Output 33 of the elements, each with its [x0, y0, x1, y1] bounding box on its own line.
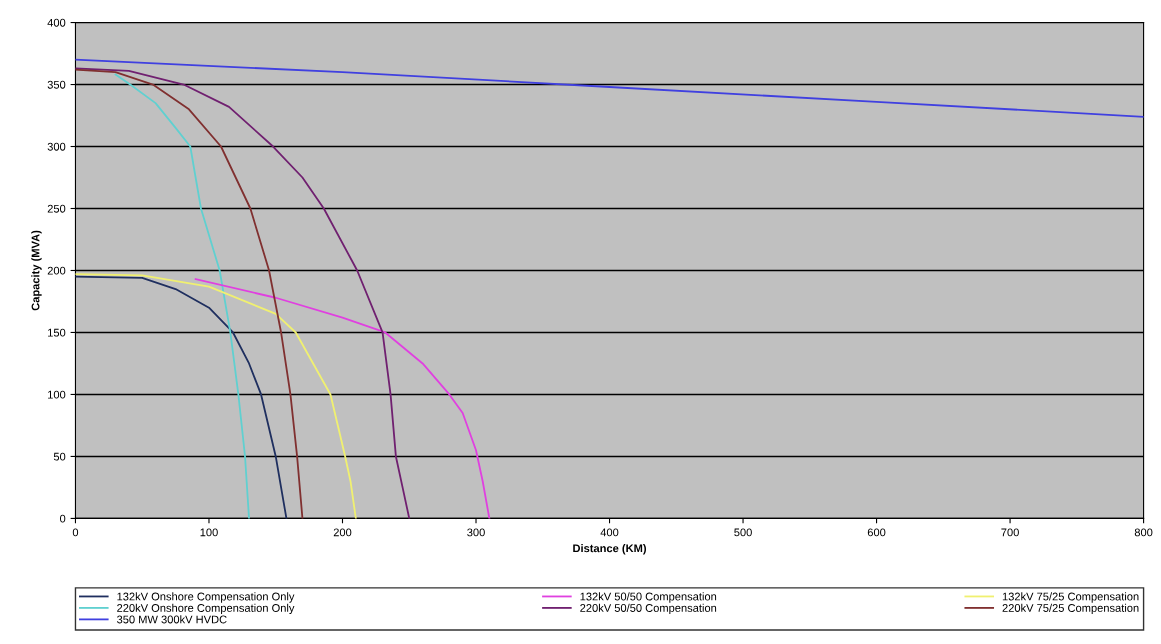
line-series	[75, 273, 357, 519]
y-tick-label: 100	[48, 390, 66, 399]
x-tick-label: 600	[867, 528, 886, 537]
line-series	[114, 73, 250, 519]
legend-label: 220kV 50/50 Compensation	[580, 603, 717, 615]
x-tick-label: 200	[333, 528, 352, 537]
line-series	[194, 278, 491, 519]
x-axis-title: Distance (KM)	[573, 544, 647, 555]
y-axis-title: Capacity (MVA)	[31, 230, 42, 311]
line-series	[75, 67, 411, 519]
y-tick-label: 400	[47, 18, 66, 27]
y-tick-label: 250	[47, 204, 66, 213]
y-tick-label: 0	[60, 514, 66, 523]
legend-label: 132kV 75/25 Compensation	[1002, 592, 1139, 603]
x-tick-label: 700	[1001, 528, 1019, 537]
legend-label: 220kV Onshore Compensation Only	[117, 603, 295, 615]
y-tick-label: 50	[53, 452, 66, 461]
y-tick-label: 350	[47, 80, 66, 89]
x-tick-label: 800	[1134, 528, 1153, 537]
legend-label: 132kV 50/50 Compensation	[580, 592, 717, 603]
y-tick-label: 150	[48, 328, 66, 337]
legend-label: 132kV Onshore Compensation Only	[117, 592, 295, 603]
x-tick-label: 0	[72, 528, 79, 537]
legend-label: 220kV 75/25 Compensation	[1002, 603, 1139, 615]
x-tick-label: 300	[467, 528, 485, 537]
y-tick-label: 200	[47, 266, 66, 275]
x-tick-label: 100	[200, 528, 218, 537]
legend-label: 350 MW 300kV HVDC	[117, 615, 227, 624]
x-tick-label: 400	[600, 528, 619, 537]
line-series	[75, 275, 288, 519]
line-series	[75, 68, 304, 519]
y-tick-label: 300	[47, 142, 66, 151]
x-tick-label: 500	[734, 528, 752, 537]
